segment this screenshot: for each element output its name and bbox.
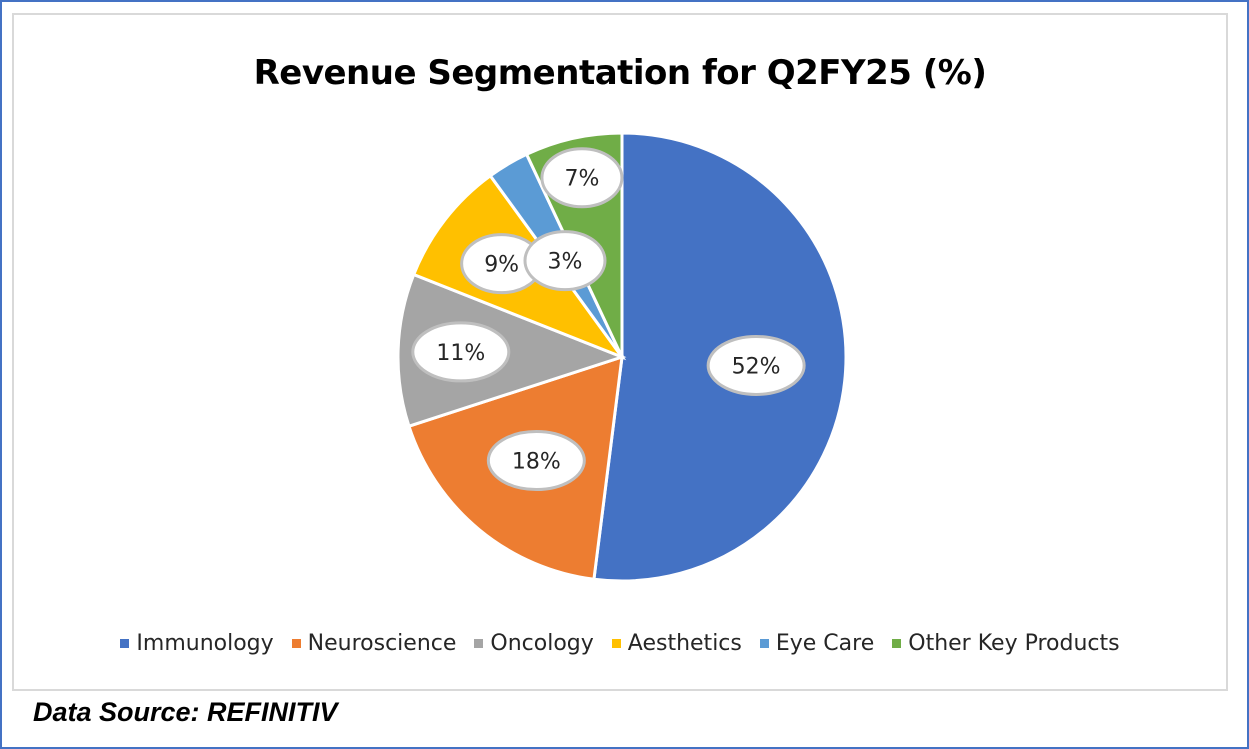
data-source: Data Source: REFINITIV: [33, 697, 338, 727]
label-bubble: [411, 321, 511, 383]
legend-swatch: [474, 639, 484, 648]
pie-chart: 52% 18% 11% 9% 3% 7%: [396, 131, 848, 583]
label-text: 11%: [436, 341, 485, 366]
data-label-other-key-products: 7%: [540, 147, 624, 209]
chart-title: Revenue Segmentation for Q2FY25 (%): [253, 53, 987, 93]
legend-swatch: [611, 639, 621, 648]
legend-swatch: [120, 639, 130, 648]
legend-swatch: [759, 639, 769, 648]
label-text: 3%: [548, 250, 583, 275]
legend-label: Immunology: [136, 631, 274, 656]
legend-label: Aesthetics: [627, 631, 742, 656]
label-bubble: [486, 430, 586, 492]
legend-item-eye-care: Eye Care: [759, 631, 875, 656]
legend-item-neuroscience: Neuroscience: [291, 631, 457, 656]
legend-label: Neuroscience: [307, 631, 457, 656]
legend-item-aesthetics: Aesthetics: [611, 631, 742, 656]
data-label-oncology: 11%: [411, 321, 511, 383]
legend-swatch: [291, 639, 301, 648]
legend-label: Other Key Products: [908, 631, 1120, 656]
label-bubble: [540, 147, 624, 209]
legend-item-oncology: Oncology: [474, 631, 594, 656]
label-text: 7%: [564, 167, 599, 192]
chart-area: Revenue Segmentation for Q2FY25 (%) 52% 1…: [12, 13, 1228, 691]
legend-item-other-key-products: Other Key Products: [892, 631, 1120, 656]
data-label-neuroscience: 18%: [486, 430, 586, 492]
data-label-immunology: 52%: [706, 334, 806, 396]
label-bubble: [523, 230, 607, 292]
legend-swatch: [892, 639, 902, 648]
data-label-eye-care: 3%: [523, 230, 607, 292]
label-text: 18%: [512, 450, 561, 475]
label-text: 52%: [732, 354, 781, 379]
label-bubble: [706, 334, 806, 396]
label-text: 9%: [484, 253, 519, 278]
legend-label: Eye Care: [775, 631, 875, 656]
legend-item-immunology: Immunology: [120, 631, 274, 656]
legend-label: Oncology: [490, 631, 594, 656]
legend: Immunology Neuroscience Oncology Aesthetics…: [14, 631, 1226, 656]
